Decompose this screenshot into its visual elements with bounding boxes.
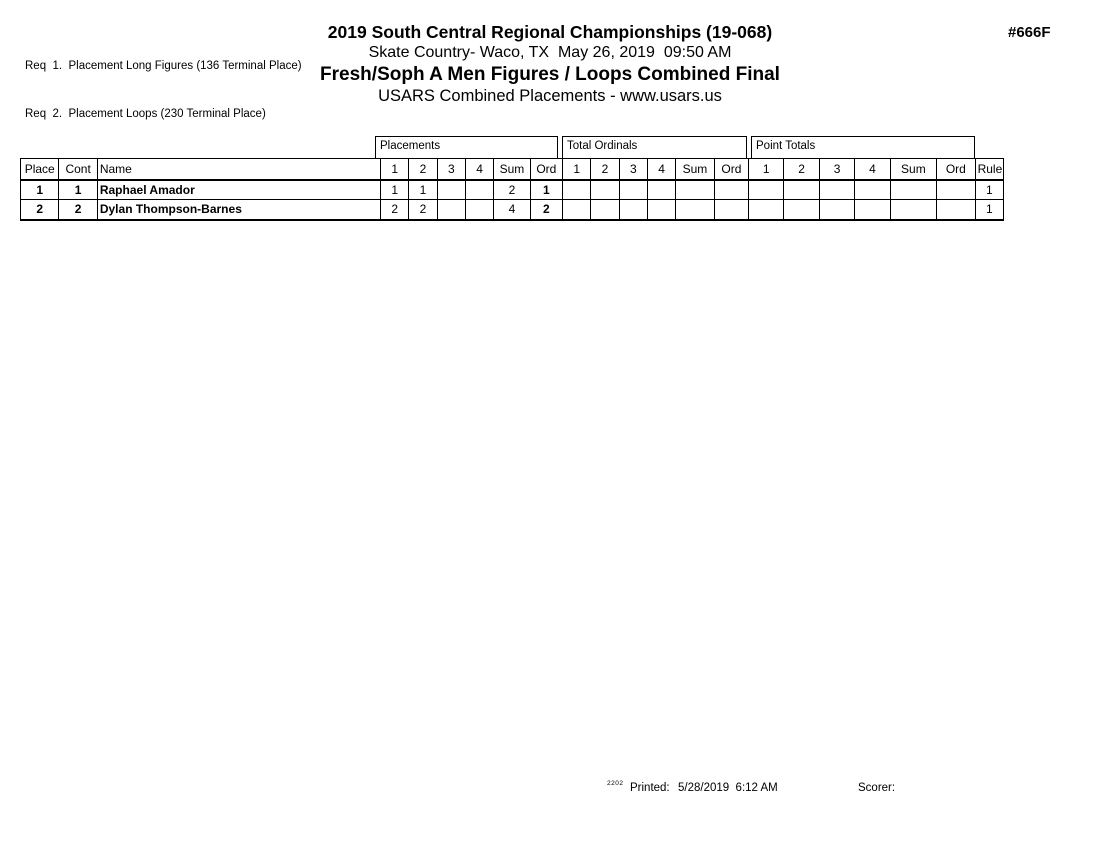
cell-ordinal-4 [646, 179, 677, 200]
ordinals-sub-header-2: 2 [590, 158, 620, 181]
points-sub-header-3: 3 [818, 158, 856, 181]
cell-ordinal-3 [618, 199, 648, 221]
table-row: 1 1 Raphael Amador 1 1 2 1 1 [19, 179, 1005, 200]
points-sub-header-sum: Sum [889, 158, 938, 181]
header-place: Place [19, 158, 60, 181]
ordinals-sub-header-4: 4 [646, 158, 677, 181]
cell-placement-4 [464, 199, 495, 221]
req-line-1: Req 1. Placement Long Figures (136 Termi… [25, 60, 302, 72]
cell-cont: 1 [58, 179, 98, 200]
ordinals-sub-header-sum: Sum [675, 158, 715, 181]
cell-placement-1: 1 [379, 179, 410, 200]
scorer-label: Scorer: [858, 782, 896, 794]
cell-placement-2: 2 [408, 199, 438, 221]
cell-points-1 [748, 179, 785, 200]
cell-points-sum [889, 179, 938, 200]
printed-label: Printed: [630, 782, 670, 794]
cell-placement-sum: 2 [493, 179, 531, 200]
points-sub-header-ord: Ord [936, 158, 976, 181]
cell-points-ord [936, 179, 976, 200]
placements-sub-header-1: 1 [379, 158, 410, 181]
cell-points-3 [818, 179, 856, 200]
points-sub-header-1: 1 [748, 158, 785, 181]
results-table: Place Cont Name 1 2 3 4 Sum Ord 1 2 3 4 … [19, 158, 1005, 221]
cell-placement-3 [436, 199, 466, 221]
header-rule: Rule [974, 158, 1005, 181]
cell-points-sum [889, 199, 938, 221]
points-sub-header-4: 4 [854, 158, 891, 181]
cell-ordinal-2 [590, 199, 620, 221]
title-block: 2019 South Central Regional Championship… [0, 22, 1100, 107]
event-title: Fresh/Soph A Men Figures / Loops Combine… [320, 64, 780, 85]
ordinals-sub-header-1: 1 [562, 158, 592, 181]
cell-placement-sum: 4 [493, 199, 531, 221]
requirements-block: Req 1. Placement Long Figures (136 Termi… [25, 26, 302, 154]
group-header-placements: Placements [375, 136, 558, 158]
cell-points-4 [854, 199, 891, 221]
cell-placement-ord: 1 [529, 179, 564, 200]
championship-title: 2019 South Central Regional Championship… [327, 22, 773, 42]
header-row: Place Cont Name 1 2 3 4 Sum Ord 1 2 3 4 … [19, 158, 1005, 181]
placements-sub-header-3: 3 [436, 158, 466, 181]
points-sub-header-2: 2 [783, 158, 820, 181]
placements-sub-header-sum: Sum [493, 158, 531, 181]
req-line-2: Req 2. Placement Loops (230 Terminal Pla… [25, 108, 266, 120]
cell-place: 1 [19, 179, 60, 200]
placements-sub-header-2: 2 [408, 158, 438, 181]
cell-ordinal-1 [562, 199, 592, 221]
cell-placement-2: 1 [408, 179, 438, 200]
header-name: Name [96, 158, 382, 181]
cell-rule: 1 [974, 199, 1005, 221]
cell-rule: 1 [974, 179, 1005, 200]
cell-cont: 2 [58, 199, 98, 221]
group-header-point-totals: Point Totals [751, 136, 975, 158]
cell-place: 2 [19, 199, 60, 221]
cell-points-2 [783, 179, 820, 200]
version-number: 2202 [607, 780, 624, 787]
cell-ordinal-sum [675, 179, 715, 200]
cell-points-ord [936, 199, 976, 221]
cell-ordinal-1 [562, 179, 592, 200]
cell-points-3 [818, 199, 856, 221]
cell-name: Dylan Thompson-Barnes [96, 199, 382, 221]
placements-sub-header-4: 4 [464, 158, 495, 181]
cell-ordinal-4 [646, 199, 677, 221]
footer: 2202 Printed: 5/28/2019 6:12 AM Scorer: [0, 779, 1100, 797]
cell-points-2 [783, 199, 820, 221]
cell-ordinal-3 [618, 179, 648, 200]
cell-placement-ord: 2 [529, 199, 564, 221]
cell-points-4 [854, 179, 891, 200]
ordinals-sub-header-ord: Ord [713, 158, 750, 181]
cell-points-1 [748, 199, 785, 221]
cell-ordinal-ord [713, 179, 750, 200]
table-row: 2 2 Dylan Thompson-Barnes 2 2 4 2 1 [19, 199, 1005, 221]
ordinals-sub-header-3: 3 [618, 158, 648, 181]
cell-ordinal-ord [713, 199, 750, 221]
printed-timestamp: 5/28/2019 6:12 AM [678, 782, 778, 794]
placements-sub-header-ord: Ord [529, 158, 564, 181]
doc-number: #666F [1008, 24, 1051, 41]
cell-placement-1: 2 [379, 199, 410, 221]
cell-ordinal-2 [590, 179, 620, 200]
header-cont: Cont [58, 158, 98, 181]
subtitle: USARS Combined Placements - www.usars.us [378, 87, 722, 105]
venue-date-line: Skate Country- Waco, TX May 26, 2019 09:… [368, 44, 732, 61]
group-header-total-ordinals: Total Ordinals [562, 136, 747, 158]
cell-placement-3 [436, 179, 466, 200]
cell-placement-4 [464, 179, 495, 200]
cell-name: Raphael Amador [96, 179, 382, 200]
cell-ordinal-sum [675, 199, 715, 221]
